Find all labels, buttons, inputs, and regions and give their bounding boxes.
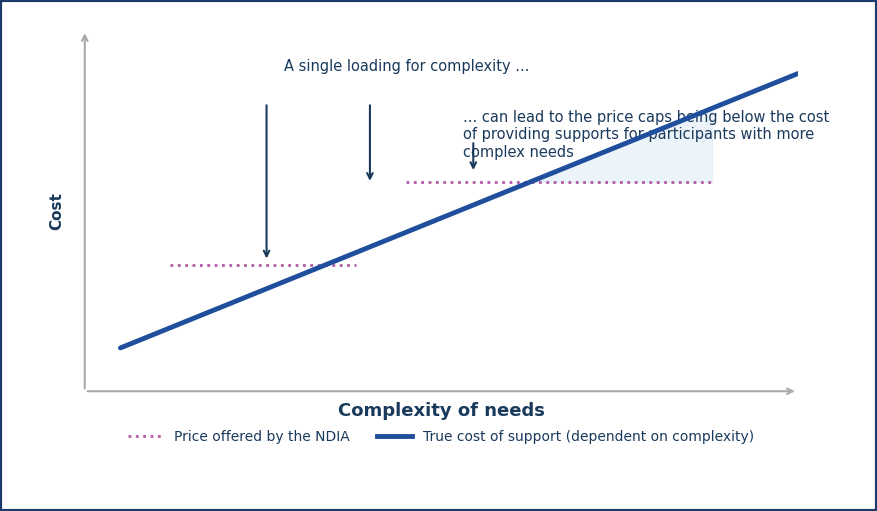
Text: ... can lead to the price caps being below the cost
of providing supports for pa: ... can lead to the price caps being bel… bbox=[462, 110, 829, 159]
Text: A single loading for complexity ...: A single loading for complexity ... bbox=[284, 59, 530, 74]
Text: Cost: Cost bbox=[49, 192, 64, 230]
X-axis label: Complexity of needs: Complexity of needs bbox=[338, 402, 545, 421]
Legend: Price offered by the NDIA, True cost of support (dependent on complexity): Price offered by the NDIA, True cost of … bbox=[123, 424, 760, 449]
